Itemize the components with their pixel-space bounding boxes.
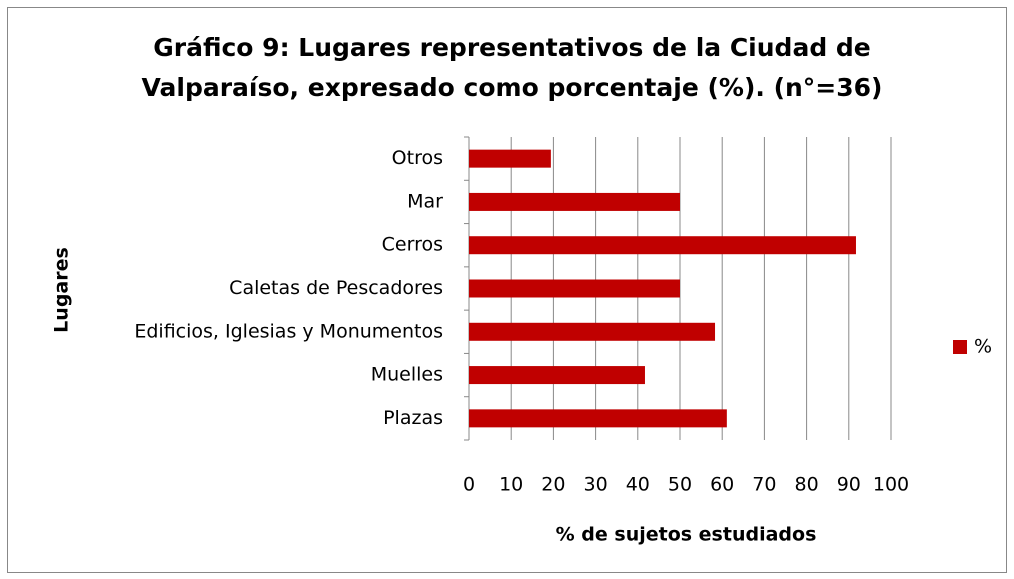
legend-swatch <box>953 340 967 354</box>
x-tick-label: 60 <box>710 474 734 496</box>
bar <box>469 366 645 385</box>
y-tick-label: Muelles <box>371 364 443 386</box>
bar <box>469 236 856 255</box>
y-tick-label: Mar <box>407 190 443 212</box>
x-tick-label: 20 <box>541 474 565 496</box>
bar <box>469 149 551 168</box>
x-tick-label: 50 <box>668 474 692 496</box>
y-tick-label: Caletas de Pescadores <box>229 277 443 299</box>
legend-label: % <box>974 336 992 358</box>
bar <box>469 192 680 211</box>
x-tick-label: 30 <box>584 474 608 496</box>
x-tick-label: 100 <box>873 474 909 496</box>
x-tick-label: 10 <box>499 474 523 496</box>
bar <box>469 279 680 298</box>
y-tick-label: Cerros <box>382 234 443 256</box>
x-axis-label: % de sujetos estudiados <box>556 524 817 546</box>
chart-title: Gráfico 9: Lugares representativos de la… <box>153 33 871 62</box>
x-tick-label: 70 <box>752 474 776 496</box>
bar <box>469 409 727 428</box>
y-tick-label: Otros <box>392 147 443 169</box>
y-axis-label: Lugares <box>51 247 73 333</box>
y-tick-label: Edificios, Iglesias y Monumentos <box>134 320 443 342</box>
chart-title: Valparaíso, expresado como porcentaje (%… <box>142 73 883 102</box>
x-tick-label: 40 <box>626 474 650 496</box>
y-tick-label: Plazas <box>383 407 443 429</box>
x-tick-label: 90 <box>837 474 861 496</box>
x-tick-label: 80 <box>795 474 819 496</box>
x-tick-label: 0 <box>463 474 475 496</box>
bar <box>469 322 716 341</box>
